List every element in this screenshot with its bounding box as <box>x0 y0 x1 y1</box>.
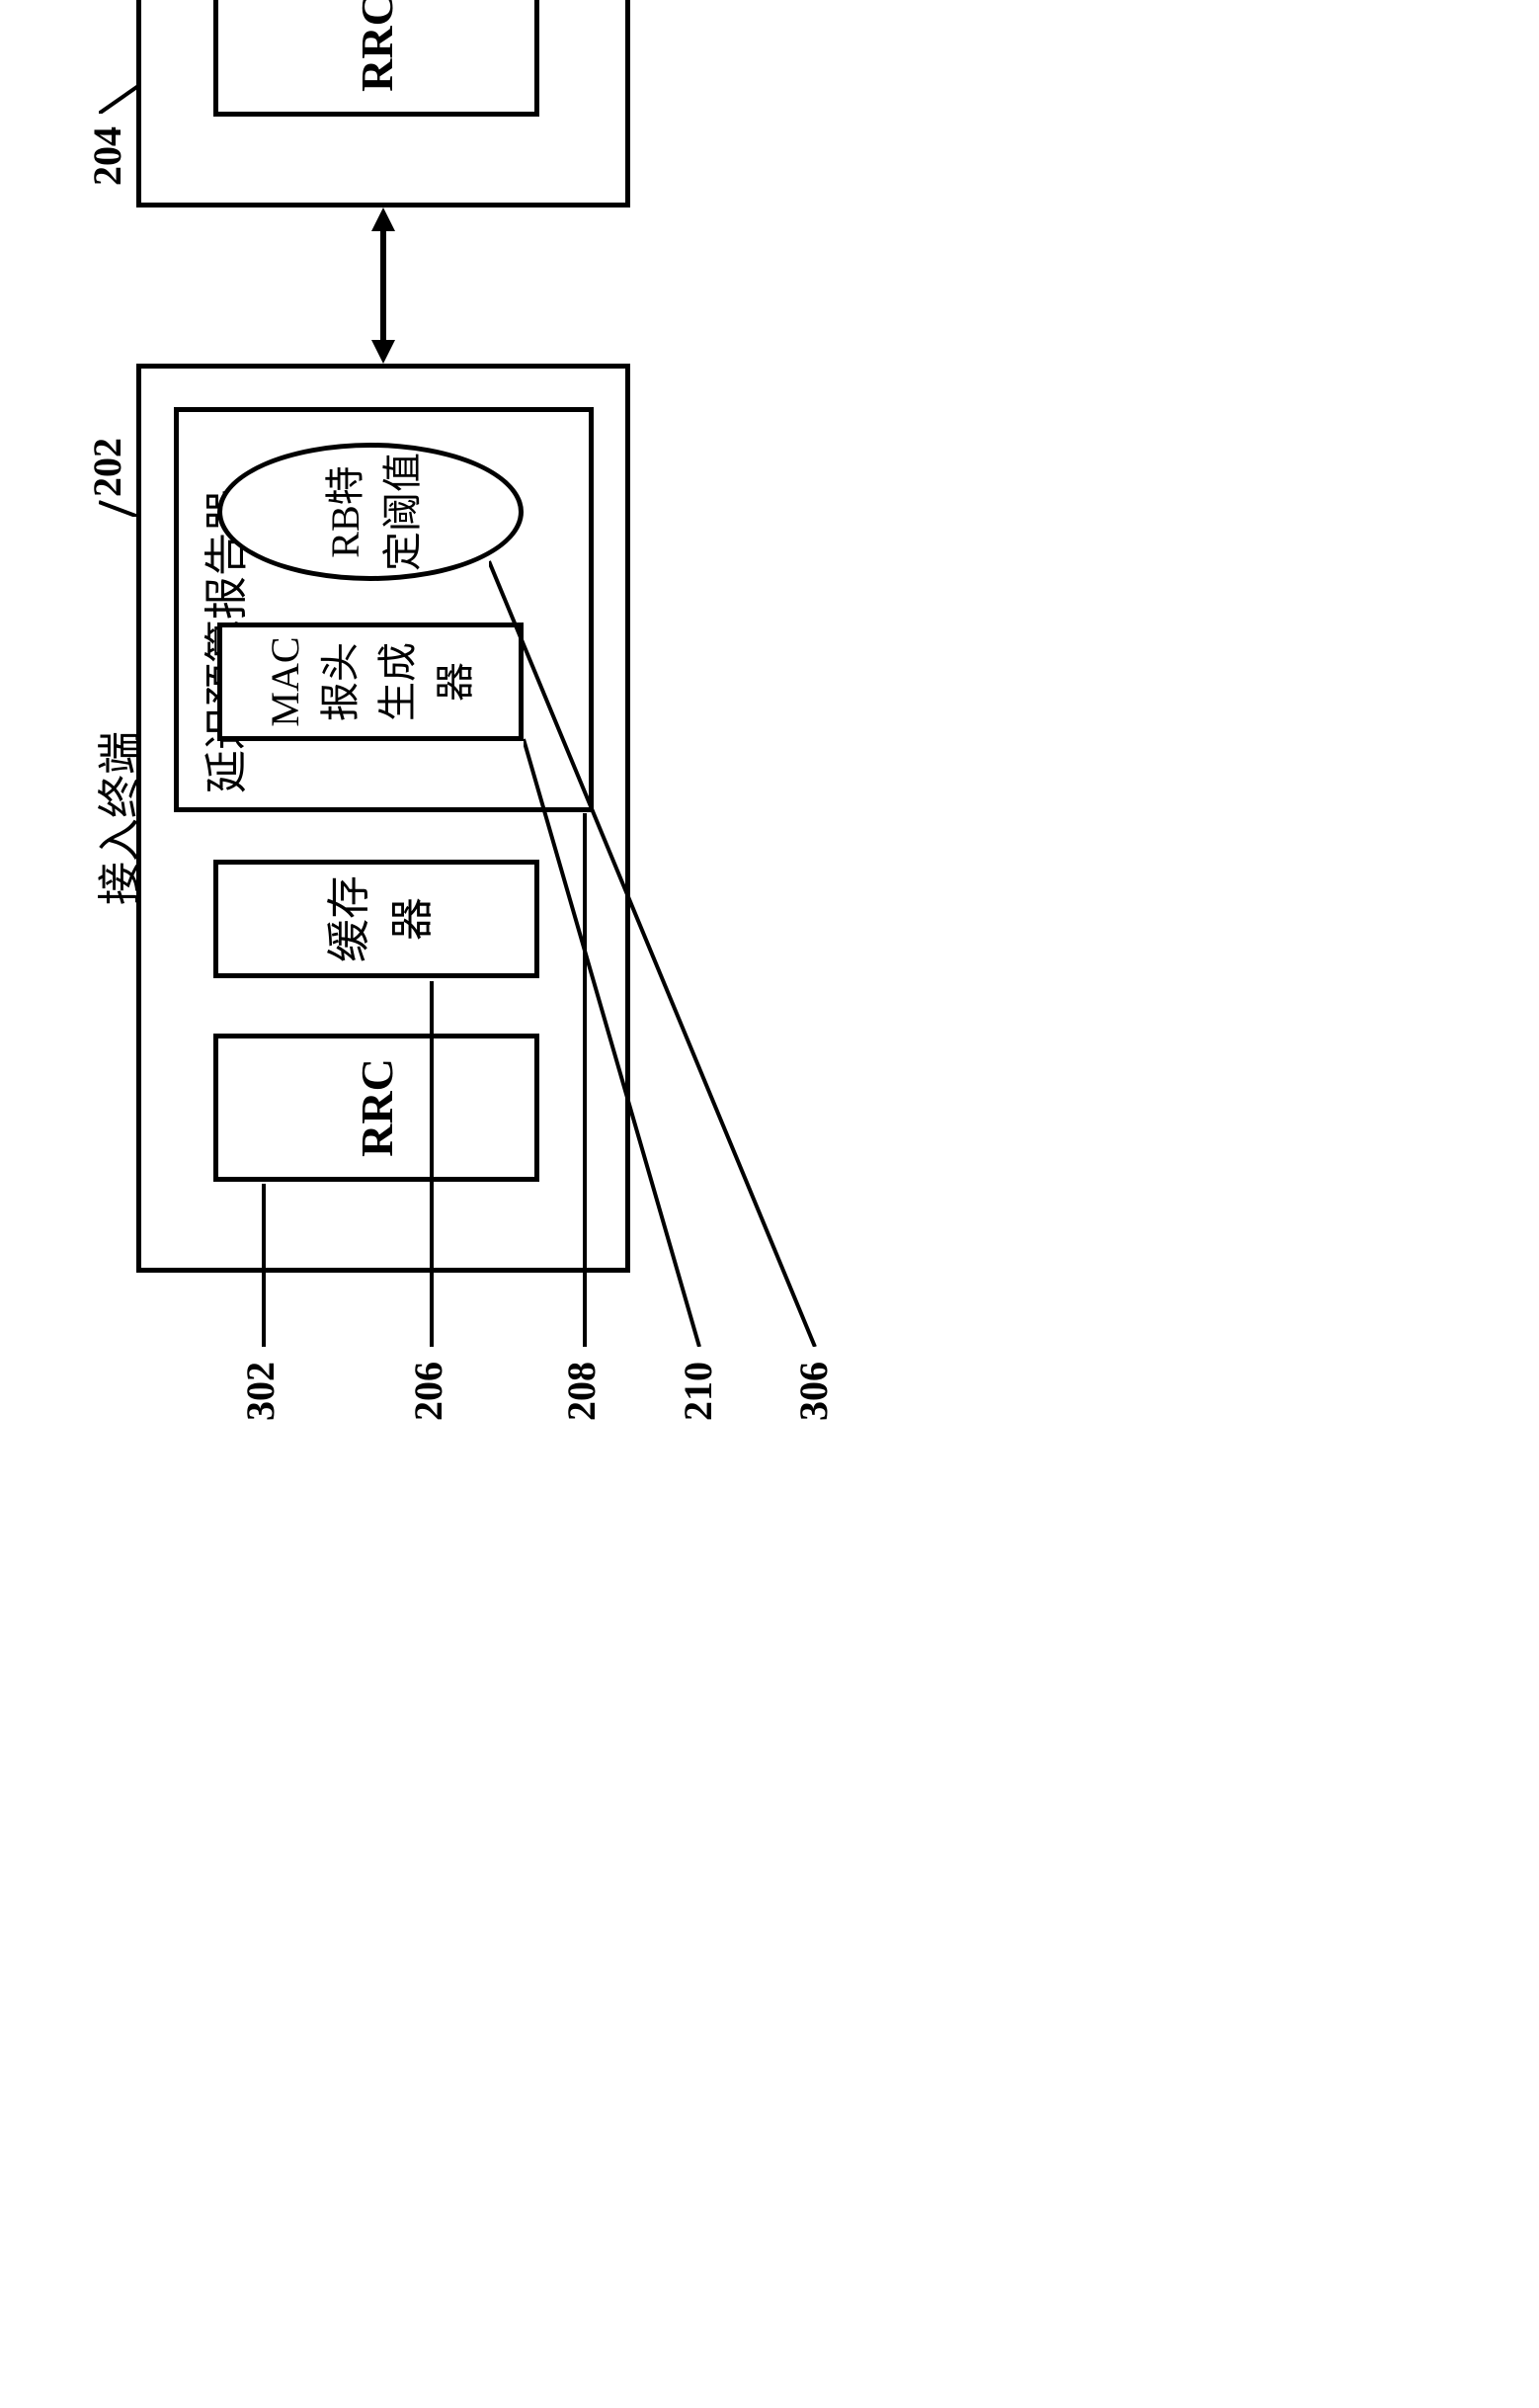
at-rrc-leader <box>262 1184 266 1347</box>
at-rb-threshold-ellipse: RB特定阈值 <box>217 443 524 581</box>
at-rrc-label: RRC <box>351 1058 403 1157</box>
at-buffer-label: 缓存器 <box>313 865 440 973</box>
at-mac-header-ref: 210 <box>675 1362 721 1421</box>
at-mac-header-label: MAC报头生成器 <box>262 627 480 736</box>
double-arrow <box>364 208 403 364</box>
at-buffer-ref: 206 <box>405 1362 451 1421</box>
bs-rrc-label: RRC <box>351 0 403 92</box>
base-station-ref: 204 <box>84 126 130 186</box>
at-rb-threshold-leader <box>489 556 820 1347</box>
at-rrc-ref: 302 <box>237 1362 284 1421</box>
access-terminal-ref-leader <box>99 408 148 517</box>
at-rb-threshold-label: RB特定阈值 <box>313 448 428 576</box>
bs-rrc-box: RRC <box>213 0 539 117</box>
at-mac-header-box: MAC报头生成器 <box>217 623 524 741</box>
base-station-ref-leader <box>99 54 148 114</box>
at-rb-threshold-ref: 306 <box>790 1362 837 1421</box>
at-buffer-leader <box>430 981 434 1347</box>
at-delay-reporter-ref: 208 <box>558 1362 605 1421</box>
